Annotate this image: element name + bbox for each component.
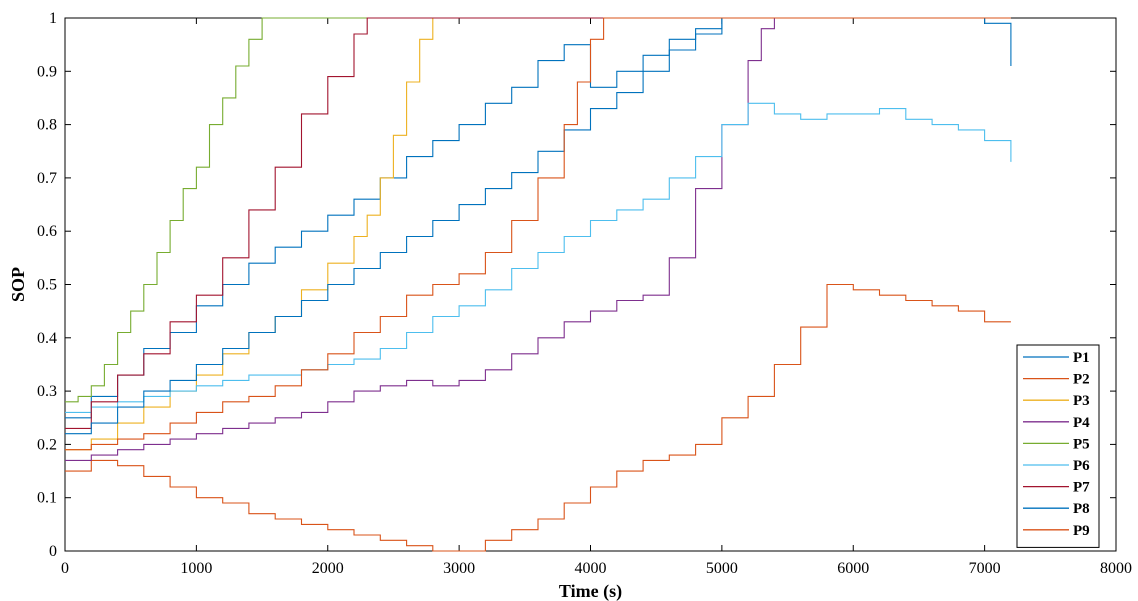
x-tick-label: 7000 xyxy=(969,560,1001,577)
series-line-p3 xyxy=(65,17,1011,451)
legend-label-p4: P4 xyxy=(1073,415,1090,431)
series-line-p8 xyxy=(65,17,1011,435)
y-tick-label: 0 xyxy=(49,543,57,560)
y-tick-label: 0.4 xyxy=(37,330,57,347)
legend-label-p6: P6 xyxy=(1073,458,1090,474)
legend: P1 P2 P3 P4 P5 P6 P7 P8 P9 xyxy=(1016,344,1100,548)
legend-label-p3: P3 xyxy=(1073,393,1090,409)
x-tick-label: 8000 xyxy=(1100,560,1132,577)
y-tick-label: 0.6 xyxy=(37,223,57,240)
x-tick-label: 0 xyxy=(61,560,69,577)
y-tick-label: 0.7 xyxy=(37,170,57,187)
series-line-p9 xyxy=(65,17,1011,451)
y-tick-label: 1 xyxy=(49,10,57,27)
x-tick-label: 5000 xyxy=(706,560,738,577)
series-line-p5 xyxy=(65,17,1011,403)
y-axis-ticks: 0 0.1 0.2 0.3 0.4 0.5 0.6 0.7 0.8 0.9 1 xyxy=(37,10,1116,560)
legend-label-p5: P5 xyxy=(1073,436,1090,452)
series-line-p6 xyxy=(65,102,1012,413)
axes: 0 1000 2000 3000 4000 5000 6000 7000 8000 0 0.1 0.… xyxy=(37,10,1132,577)
legend-label-p2: P2 xyxy=(1073,372,1090,388)
x-tick-label: 1000 xyxy=(180,560,212,577)
x-tick-label: 3000 xyxy=(443,560,475,577)
series-lines xyxy=(65,17,1012,552)
y-tick-label: 0.8 xyxy=(37,117,57,134)
series-line-p7 xyxy=(65,17,1011,429)
y-tick-label: 0.1 xyxy=(37,490,57,507)
legend-label-p1: P1 xyxy=(1073,350,1090,366)
y-tick-label: 0.3 xyxy=(37,383,57,400)
series-line-p2 xyxy=(65,283,1011,552)
x-tick-label: 2000 xyxy=(312,560,344,577)
y-tick-label: 0.2 xyxy=(37,436,57,453)
x-tick-label: 4000 xyxy=(575,560,607,577)
y-axis-title: SOP xyxy=(8,267,28,302)
y-tick-label: 0.9 xyxy=(37,63,57,80)
x-axis-title: Time (s) xyxy=(559,581,622,601)
legend-label-p7: P7 xyxy=(1073,480,1090,496)
x-tick-label: 6000 xyxy=(837,560,869,577)
legend-label-p9: P9 xyxy=(1073,523,1090,539)
y-tick-label: 0.5 xyxy=(37,277,57,294)
series-line-p4 xyxy=(65,17,1011,461)
legend-label-p8: P8 xyxy=(1073,501,1090,517)
